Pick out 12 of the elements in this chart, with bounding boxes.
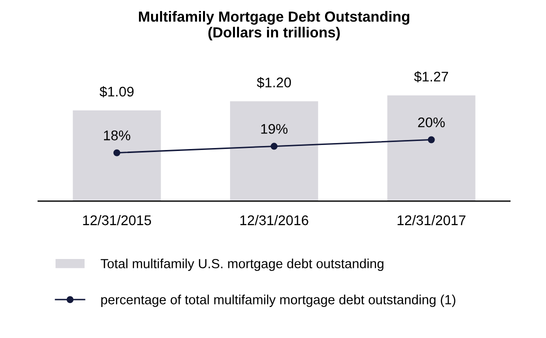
data-label: 19%	[261, 124, 288, 134]
chart-title: Multifamily Mortgage Debt Outstanding (Dollars in trillions)	[138, 11, 410, 40]
x-tick-label: 12/31/2015	[83, 215, 152, 226]
data-label: 18%	[104, 130, 130, 140]
x-tick-label: 12/31/2017	[398, 215, 466, 226]
data-label: $1.20	[256, 76, 291, 88]
data-label: $1.09	[100, 86, 134, 98]
legend-label: percentage of total multifamily mortgage debt outstanding (1)	[101, 294, 456, 307]
data-label: 20%	[418, 117, 445, 128]
legend-label: Total multifamily U.S. mortgage debt outstanding	[100, 258, 384, 271]
x-tick-label: 12/31/2016	[240, 215, 308, 226]
data-label: $1.27	[414, 71, 448, 82]
